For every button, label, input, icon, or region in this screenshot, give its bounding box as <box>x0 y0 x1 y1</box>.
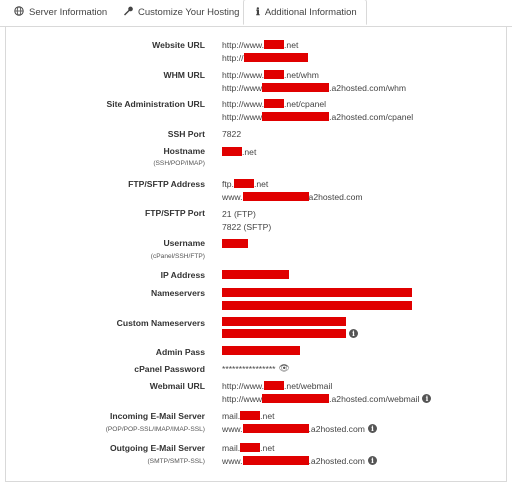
info-icon: ℹ <box>256 6 260 18</box>
webmail-url-value-1[interactable]: http://www. .net/webmail <box>222 380 333 391</box>
outgoing-mail-sublabel: (SMTP/SMTP-SSL) <box>147 458 205 465</box>
ftp-address-value-1[interactable]: ftp. .net <box>222 178 269 189</box>
redaction <box>264 99 285 108</box>
info-icon[interactable]: i <box>367 456 377 465</box>
ssh-port-label: SSH Port <box>167 129 205 139</box>
redaction <box>222 346 300 355</box>
redaction <box>222 147 242 156</box>
ip-address-label: IP Address <box>160 270 205 280</box>
site-admin-url-value-1[interactable]: http://www. .net/cpanel <box>222 98 327 109</box>
admin-pass-label: Admin Pass <box>155 347 205 357</box>
globe-icon <box>14 6 24 19</box>
wrench-icon <box>123 6 133 19</box>
incoming-mail-value-2[interactable]: www. .a2hosted.com i <box>222 423 377 434</box>
ftp-address-label: FTP/SFTP Address <box>128 179 205 189</box>
tab-label: Additional Information <box>264 6 357 18</box>
cpanel-password-value: **************** 👁 <box>222 363 290 374</box>
admin-pass-value[interactable] <box>222 345 300 356</box>
tab-additional-information[interactable]: ℹ Additional Information <box>243 0 367 25</box>
redaction <box>222 288 412 297</box>
redaction <box>264 40 285 49</box>
whm-url-value-2[interactable]: http://www .a2hosted.com/whm <box>222 82 407 93</box>
eye-icon[interactable]: 👁 <box>278 363 290 373</box>
redaction <box>222 301 412 310</box>
custom-nameserver-1[interactable] <box>222 316 346 327</box>
hostname-label: Hostname <box>163 146 205 156</box>
redaction <box>242 192 309 201</box>
redaction <box>222 270 289 279</box>
outgoing-mail-label: Outgoing E-Mail Server <box>109 443 205 453</box>
website-url-value-2[interactable]: http:// <box>222 52 308 63</box>
redaction <box>240 443 261 452</box>
info-icon[interactable]: i <box>422 394 432 403</box>
redaction <box>262 112 330 121</box>
info-icon[interactable]: i <box>349 329 358 338</box>
tab-label: Customize Your Hosting <box>138 7 240 18</box>
custom-nameserver-2[interactable]: i <box>222 328 358 339</box>
whm-url-value-1[interactable]: http://www. .net/whm <box>222 69 319 80</box>
ssh-port-value: 7822 <box>222 128 242 139</box>
site-admin-url-label: Site Administration URL <box>106 99 205 109</box>
site-admin-url-value-2[interactable]: http://www .a2hosted.com/cpanel <box>222 111 414 122</box>
incoming-mail-sublabel: (POP/POP-SSL/IMAP/IMAP-SSL) <box>105 426 205 433</box>
nameserver-1[interactable] <box>222 287 412 298</box>
info-icon[interactable]: i <box>367 424 377 433</box>
redaction <box>222 239 248 248</box>
incoming-mail-label: Incoming E-Mail Server <box>109 411 205 421</box>
ftp-port-value-1: 21 (FTP) <box>222 208 256 219</box>
redaction <box>262 83 330 92</box>
webmail-url-label: Webmail URL <box>149 381 205 391</box>
hostname-sublabel: (SSH/POP/IMAP) <box>153 160 205 167</box>
tab-label: Server Information <box>29 7 108 18</box>
redaction <box>264 381 285 390</box>
incoming-mail-value-1[interactable]: mail. .net <box>222 410 275 421</box>
nameserver-2[interactable] <box>222 300 412 311</box>
username-label: Username <box>163 238 205 248</box>
cpanel-password-label: cPanel Password <box>134 364 205 374</box>
tab-bar: Server Information Customize Your Hostin… <box>0 0 512 27</box>
ftp-port-label: FTP/SFTP Port <box>144 208 205 218</box>
redaction <box>242 424 309 433</box>
additional-info-panel <box>5 26 507 482</box>
username-sublabel: (cPanel/SSH/FTP) <box>150 253 205 260</box>
tab-server-information[interactable]: Server Information <box>14 0 107 25</box>
redaction <box>242 456 309 465</box>
ftp-address-value-2[interactable]: www. a2hosted.com <box>222 191 363 202</box>
nameservers-label: Nameservers <box>151 288 205 298</box>
tab-customize-hosting[interactable]: Customize Your Hosting <box>123 0 239 25</box>
hostname-value[interactable]: .net <box>222 146 256 157</box>
ftp-port-value-2: 7822 (SFTP) <box>222 221 272 232</box>
redaction <box>233 179 254 188</box>
redaction <box>262 394 330 403</box>
custom-nameservers-label: Custom Nameservers <box>116 318 205 328</box>
webmail-url-value-2[interactable]: http://www .a2hosted.com/webmail i <box>222 393 432 404</box>
ip-address-value[interactable] <box>222 269 289 280</box>
whm-url-label: WHM URL <box>163 70 205 80</box>
redaction <box>264 70 285 79</box>
username-value[interactable] <box>222 238 248 249</box>
redaction <box>240 411 261 420</box>
website-url-label: Website URL <box>152 40 205 50</box>
outgoing-mail-value-1[interactable]: mail. .net <box>222 442 275 453</box>
redaction <box>222 317 346 326</box>
website-url-value-1[interactable]: http://www. .net <box>222 39 299 50</box>
redaction <box>222 329 346 338</box>
redaction <box>243 53 308 62</box>
outgoing-mail-value-2[interactable]: www. .a2hosted.com i <box>222 455 377 466</box>
